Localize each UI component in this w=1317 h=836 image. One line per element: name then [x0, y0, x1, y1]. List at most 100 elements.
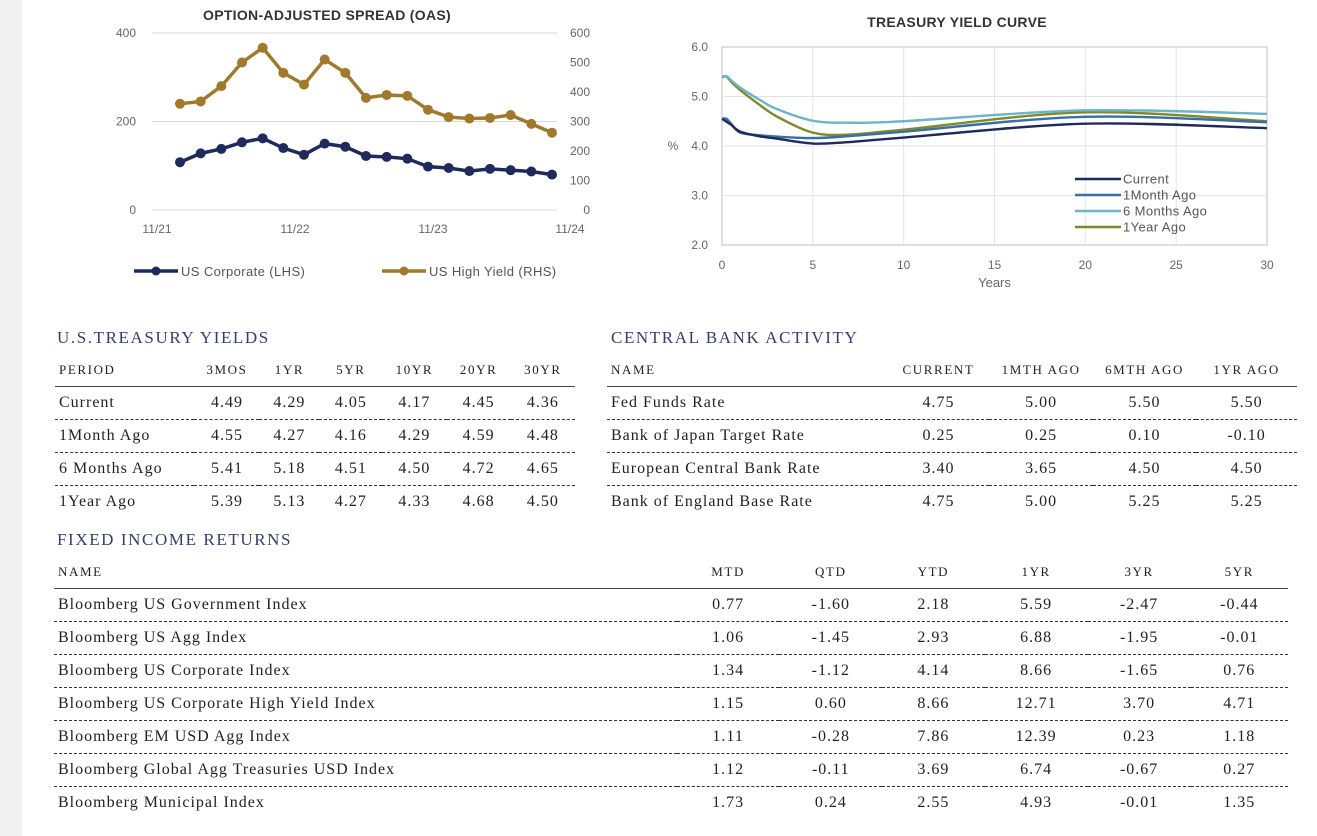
row-label-cell: Bloomberg Municipal Index — [58, 794, 265, 811]
oas-data-point — [237, 57, 247, 68]
fixed-income-header-cell: 1YR — [984, 556, 1088, 589]
row-label-cell: Bloomberg US Corporate Index — [54, 654, 677, 688]
treasury-header-cell: 5YR — [319, 354, 383, 387]
table-row: Bank of England Base Rate 4.75 5.00 5.25 5.2… — [607, 486, 1297, 519]
oas-data-point — [505, 110, 516, 121]
value-cell: 5.59 — [984, 588, 1088, 622]
value-cell: 4.29 — [382, 419, 447, 453]
value-cell: 5.25 — [1230, 493, 1263, 510]
oas-data-point — [257, 42, 268, 53]
table-row: 1Year Ago 5.39 5.13 4.27 4.33 4.68 4.50 — [55, 486, 575, 519]
oas-data-point — [340, 141, 351, 152]
value-cell: 0.10 — [1092, 419, 1197, 453]
curve-legend-label: 1Month Ago — [1123, 188, 1196, 203]
curve-y-tick: 2.0 — [691, 238, 708, 252]
value-cell: 0.23 — [1087, 720, 1191, 754]
oas-right-tick: 500 — [570, 56, 590, 70]
curve-y-label: % — [668, 139, 679, 153]
value-cell: -1.60 — [779, 588, 883, 622]
fixed-income-table: NAME MTD QTD YTD 1YR 3YR 5YR Bloomberg US Gove… — [54, 556, 1288, 819]
value-cell: 4.71 — [1190, 687, 1288, 721]
oas-right-tick: 300 — [570, 115, 590, 129]
fixed-income-header-cell: 3YR — [1087, 556, 1191, 589]
oas-data-point — [423, 161, 433, 172]
value-cell: 4.50 — [526, 493, 559, 510]
oas-data-point — [299, 149, 309, 160]
value-cell: 3.70 — [1087, 687, 1191, 721]
curve-x-label: Years — [978, 275, 1011, 290]
table-row: Bloomberg US Agg Index 1.06 -1.45 2.93 6.88-… — [54, 621, 1288, 655]
row-label-cell: Fed Funds Rate — [607, 386, 888, 420]
curve-legend-label: 6 Months Ago — [1123, 204, 1207, 219]
curve-x-tick: 10 — [897, 258, 911, 272]
curve-series-line — [721, 74, 1268, 125]
oas-data-point — [402, 153, 413, 164]
row-label-cell: European Central Bank Rate — [607, 452, 888, 486]
curve-chart: 6.0 5.0 4.0 3.0 2.0 0 5 10 15 20 25 30% Years Current… — [668, 40, 1274, 290]
oas-right-tick: 400 — [570, 85, 590, 99]
value-cell: 0.24 — [814, 794, 847, 811]
oas-data-point — [216, 81, 227, 92]
oas-chart-title: OPTION-ADJUSTED SPREAD (OAS) — [203, 7, 451, 23]
curve-y-tick: 5.0 — [691, 90, 708, 104]
table-row: European Central Bank Rate 3.40 3.65 4.50 4.… — [607, 452, 1297, 486]
oas-legend-label: US Corporate (LHS) — [181, 264, 305, 279]
central-bank-header-cell: 1MTH AGO — [989, 354, 1093, 387]
oas-series-line — [179, 45, 553, 135]
oas-x-tick: 11/24 — [555, 222, 584, 236]
row-label-cell: Bloomberg Global Agg Treasuries USD Inde… — [54, 753, 677, 787]
row-label-cell: 6 Months Ago — [55, 452, 195, 486]
oas-data-point — [237, 137, 247, 148]
row-label-cell: Bloomberg US Government Index — [54, 588, 677, 622]
value-cell: 3.69 — [882, 753, 985, 787]
value-cell: 6.88 — [984, 621, 1088, 655]
value-cell: -0.28 — [779, 720, 883, 754]
value-cell: 4.27 — [259, 419, 320, 453]
curve-x-tick: 30 — [1260, 258, 1274, 272]
central-bank-header-row: NAME CURRENT 1MTH AGO 6MTH AGO 1YR AGO — [607, 354, 1297, 387]
oas-legend-marker — [399, 266, 409, 276]
value-cell: 1.12 — [676, 753, 780, 787]
oas-data-point — [464, 113, 475, 124]
value-cell: 2.18 — [882, 588, 985, 622]
curve-x-tick: 0 — [719, 258, 726, 272]
row-label-cell: Bank of Japan Target Rate — [607, 419, 888, 453]
oas-data-point — [319, 54, 330, 65]
value-cell: 6.74 — [984, 753, 1088, 787]
row-label-cell: Bloomberg US Agg Index — [54, 621, 677, 655]
value-cell: 8.66 — [984, 654, 1088, 688]
oas-x-tick: 11/22 — [280, 222, 309, 236]
treasury-header-cell: PERIOD — [55, 354, 195, 387]
curve-x-tick: 5 — [809, 258, 816, 272]
central-bank-table: NAME CURRENT 1MTH AGO 6MTH AGO 1YR AGO Fed F… — [607, 354, 1297, 518]
oas-data-point — [361, 151, 371, 162]
value-cell: -0.67 — [1087, 753, 1191, 787]
oas-data-point — [423, 104, 433, 115]
value-cell: 0.27 — [1190, 753, 1288, 787]
oas-data-point — [526, 166, 537, 177]
value-cell: 4.50 — [1092, 452, 1197, 486]
oas-chart: 400 200 0 600 500 400 300 200 100 0 11/21 11/22 11/2… — [116, 26, 590, 279]
oas-data-point — [443, 112, 454, 123]
value-cell: 4.48 — [510, 419, 575, 453]
table-row: Bloomberg US Corporate High Yield Index 1… — [54, 687, 1288, 721]
oas-data-point — [361, 92, 371, 103]
fixed-income-header-row: NAME MTD QTD YTD 1YR 3YR 5YR — [54, 556, 1288, 589]
oas-data-point — [195, 96, 206, 107]
curve-y-tick: 3.0 — [691, 189, 708, 203]
oas-legend-label: US High Yield (RHS) — [429, 264, 557, 279]
oas-data-point — [278, 67, 289, 78]
oas-data-point — [299, 79, 309, 90]
curve-legend-label: Current — [1123, 172, 1169, 187]
treasury-title: U.S.TREASURY YIELDS — [57, 328, 270, 347]
value-cell: -0.44 — [1190, 588, 1288, 622]
oas-data-point — [485, 163, 495, 174]
oas-left-tick: 200 — [116, 115, 136, 129]
value-cell: 4.14 — [882, 654, 985, 688]
report-page: OPTION-ADJUSTED SPREAD (OAS) 400 200 0 600 5… — [22, 0, 1317, 836]
oas-data-point — [216, 143, 227, 154]
oas-data-point — [381, 151, 392, 162]
value-cell: -0.11 — [779, 753, 883, 787]
value-cell: 4.75 — [922, 493, 955, 510]
value-cell: 4.05 — [319, 386, 383, 420]
